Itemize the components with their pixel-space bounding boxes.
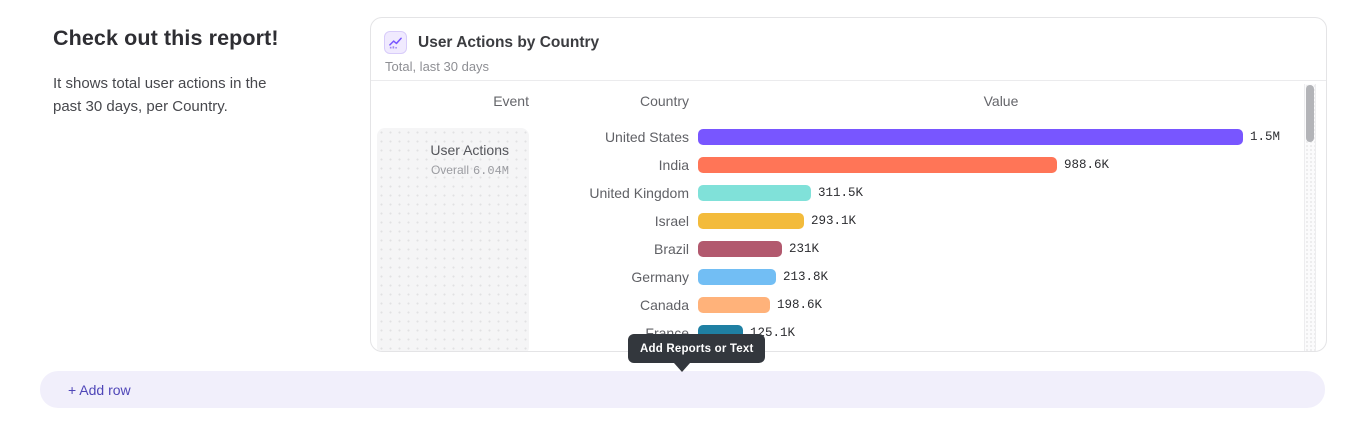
tooltip-arrow-icon <box>674 363 690 372</box>
chart-row[interactable]: Brazil 231K <box>371 235 819 263</box>
value-label: 1.5M <box>1250 130 1281 144</box>
column-header-value: Value <box>983 93 1019 109</box>
chart-rows: United States 1.5M India 988.6K United K… <box>371 82 1326 351</box>
bar[interactable] <box>698 269 776 285</box>
add-row-button[interactable]: + Add row <box>40 371 1325 408</box>
bar-chart: Event Country Value User Actions Overall… <box>371 82 1326 351</box>
country-label: United Kingdom <box>589 185 689 201</box>
value-label: 311.5K <box>818 186 864 200</box>
country-label: Israel <box>654 213 689 229</box>
chart-scrollbar-thumb[interactable] <box>1306 85 1314 142</box>
intro-title: Check out this report! <box>53 26 279 50</box>
chart-row[interactable]: India 988.6K <box>371 151 1109 179</box>
line-chart-icon <box>384 31 407 54</box>
intro-description: It shows total user actions in the past … <box>53 75 267 115</box>
bar[interactable] <box>698 297 770 313</box>
country-label: United States <box>604 129 689 145</box>
event-overall: Overall 6.04M <box>377 163 509 178</box>
report-card[interactable]: User Actions by Country Total, last 30 d… <box>370 17 1327 352</box>
add-row-label: + Add row <box>68 381 131 398</box>
value-label: 988.6K <box>1064 158 1110 172</box>
bar[interactable] <box>698 129 1243 145</box>
value-label: 231K <box>789 242 820 256</box>
country-label: Brazil <box>653 241 689 257</box>
value-label: 198.6K <box>777 298 823 312</box>
tooltip-text: Add Reports or Text <box>640 342 754 355</box>
value-label: 293.1K <box>811 214 857 228</box>
chart-row[interactable]: United States 1.5M <box>371 123 1280 151</box>
chart-row[interactable]: Israel 293.1K <box>371 207 856 235</box>
country-label: India <box>658 157 689 173</box>
report-card-header: User Actions by Country Total, last 30 d… <box>371 18 1326 81</box>
event-name: User Actions <box>430 142 509 158</box>
chart-row[interactable]: Germany 213.8K <box>371 263 828 291</box>
chart-scrollbar-track[interactable] <box>1304 84 1316 351</box>
chart-row[interactable]: United Kingdom 311.5K <box>371 179 863 207</box>
bar[interactable] <box>698 185 811 201</box>
country-label: Germany <box>631 269 689 285</box>
event-overall-label: Overall <box>430 163 469 177</box>
column-header-event: Event <box>493 93 529 109</box>
chart-row[interactable]: Canada 198.6K <box>371 291 822 319</box>
report-subtitle: Total, last 30 days <box>385 59 490 74</box>
intro-block: Check out this report! It shows total us… <box>53 26 313 118</box>
column-header-country: Country <box>639 93 689 109</box>
value-label: 213.8K <box>783 270 829 284</box>
event-cell[interactable]: User Actions Overall 6.04M <box>377 128 529 351</box>
bar[interactable] <box>698 157 1057 173</box>
bar[interactable] <box>698 241 782 257</box>
report-title: User Actions by Country <box>418 33 600 51</box>
event-overall-value: 6.04M <box>472 164 509 178</box>
country-label: Canada <box>639 297 689 313</box>
add-reports-tooltip: Add Reports or Text <box>628 334 766 372</box>
bar[interactable] <box>698 213 804 229</box>
